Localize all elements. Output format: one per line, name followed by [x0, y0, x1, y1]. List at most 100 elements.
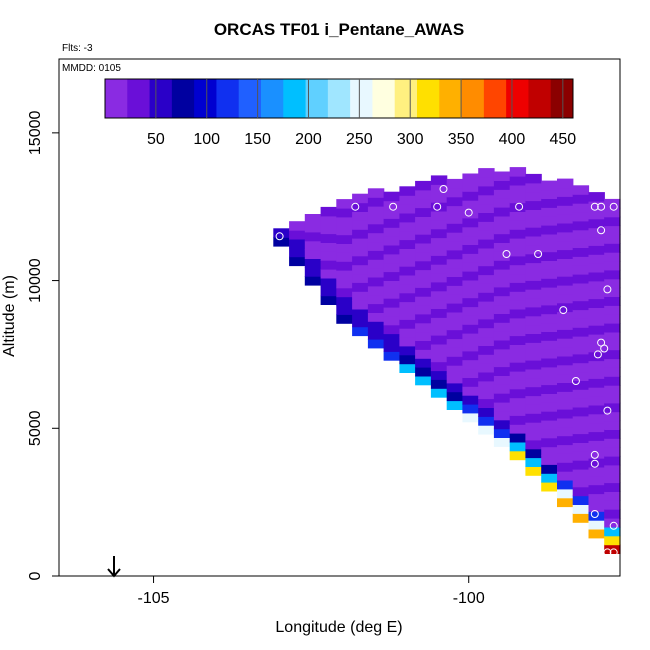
heatmap-cell: [525, 422, 542, 432]
heatmap-cell: [399, 266, 416, 276]
heatmap-cell: [415, 269, 432, 279]
heatmap-cell: [509, 220, 527, 230]
heatmap-cell: [557, 382, 574, 392]
heatmap-cell: [478, 301, 495, 311]
heatmap-cell: [557, 222, 574, 233]
sample-point: [439, 185, 448, 193]
heatmap-cell: [572, 265, 590, 275]
heatmap-cell: [588, 404, 605, 415]
heatmap-cell: [572, 185, 590, 195]
heatmap-cell: [383, 262, 400, 273]
sample-point: [609, 548, 618, 557]
heatmap-cell: [509, 415, 527, 425]
colorbar: 50 100 150 200 250 300 350 400 450: [104, 78, 576, 148]
sample-point: [609, 521, 618, 530]
heatmap-cell: [572, 362, 590, 373]
heatmap-cell: [367, 259, 385, 269]
heatmap-cell: [541, 393, 558, 403]
heatmap-cell: [509, 362, 527, 372]
heatmap-cell: [462, 288, 479, 299]
heatmap-cell: [588, 458, 605, 468]
heatmap-cell: [557, 364, 574, 375]
heatmap-cell: [446, 223, 464, 233]
heatmap-cell: [541, 384, 558, 394]
heatmap-cell: [604, 482, 621, 492]
heatmap-cell: [557, 205, 574, 215]
heatmap-cell: [462, 350, 479, 361]
heatmap-cell: [352, 211, 369, 221]
heatmap-cell: [430, 326, 448, 336]
longitude-marker-arrow: [107, 556, 121, 578]
heatmap-cell: [478, 194, 495, 205]
heatmap-cell: [446, 214, 464, 224]
x-tick-label: -105: [138, 590, 170, 607]
heatmap-cell: [509, 300, 527, 310]
heatmap-cell: [604, 447, 621, 457]
heatmap-cell: [604, 278, 621, 289]
heatmap-cell: [383, 280, 400, 290]
heatmap-cell: [557, 338, 574, 348]
heatmap-cell: [383, 289, 400, 299]
heatmap-cell: [557, 435, 574, 446]
colorbar-swatch: [261, 79, 284, 118]
heatmap-cell: [572, 389, 590, 399]
heatmap-cell: [462, 226, 479, 237]
heatmap-cell: [336, 261, 353, 271]
heatmap-cell: [446, 311, 464, 322]
heatmap-cell: [478, 416, 495, 426]
heatmap-cell: [588, 254, 605, 264]
heatmap-cell: [604, 296, 621, 306]
heatmap-cell: [399, 257, 416, 267]
heatmap-cell: [588, 289, 605, 300]
heatmap-cell: [352, 300, 369, 310]
heatmap-cell: [399, 195, 416, 205]
heatmap-cell: [572, 513, 590, 523]
heatmap-cell: [352, 238, 369, 248]
heatmap-cell: [446, 249, 464, 260]
heatmap-cell: [557, 355, 574, 366]
heatmap-cell: [525, 200, 542, 210]
heatmap-cell: [415, 207, 432, 217]
sample-point: [603, 406, 612, 415]
colorbar-swatch: [372, 79, 396, 118]
heatmap-cell: [493, 295, 511, 306]
heatmap-cell: [509, 433, 527, 443]
heatmap-cell: [493, 207, 511, 217]
heatmap-cell: [415, 234, 432, 244]
heatmap-cell: [462, 279, 479, 290]
heatmap-cell: [273, 237, 290, 247]
heatmap-cell: [336, 199, 353, 209]
heatmap-cell: [383, 200, 400, 211]
heatmap-cell: [383, 333, 400, 343]
sample-point: [571, 377, 580, 385]
heatmap-cell: [557, 329, 574, 339]
colorbar-swatch: [327, 79, 351, 118]
heatmap-cell: [509, 388, 527, 399]
heatmap-cell: [588, 271, 605, 282]
heatmap-cell: [415, 340, 432, 350]
sample-point: [275, 232, 284, 241]
heatmap-cell: [352, 282, 369, 292]
heatmap-cell: [541, 304, 558, 315]
heatmap-cell: [367, 232, 385, 243]
heatmap-cell: [525, 368, 542, 379]
sample-point: [609, 202, 618, 211]
plot-frame: [58, 58, 621, 577]
heatmap-cell: [462, 412, 479, 423]
heatmap-cell: [493, 366, 511, 376]
heatmap-cell: [557, 284, 574, 295]
heatmap-cell: [588, 325, 605, 335]
heatmap-cell: [541, 411, 558, 421]
y-tick-label: 10000: [27, 258, 44, 303]
heatmap-cell: [367, 241, 385, 251]
heatmap-cell: [367, 294, 385, 305]
heatmap-cell: [588, 484, 605, 495]
heatmap-cell: [430, 219, 448, 230]
heatmap-cell: [352, 291, 369, 301]
sample-point: [603, 285, 612, 294]
heatmap-cell: [415, 313, 432, 324]
heatmap-cell: [462, 403, 479, 414]
heatmap-cell: [541, 482, 558, 492]
heatmap-cell: [383, 253, 400, 264]
